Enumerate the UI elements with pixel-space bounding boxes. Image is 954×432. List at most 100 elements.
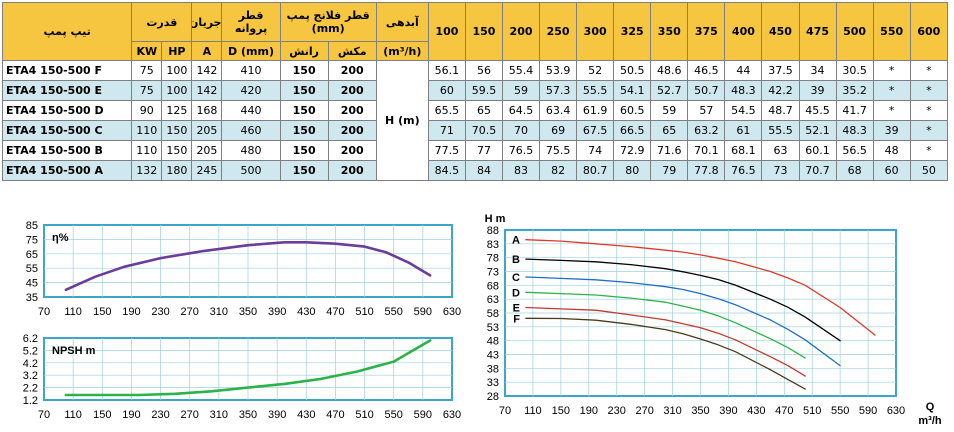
cell-d: 440 bbox=[221, 100, 281, 121]
table-row: ETA4 150-500 E 75 100 142 420 150 200 60 59.5 59 5… bbox=[1, 80, 949, 101]
cell-head: 54.5 bbox=[724, 100, 763, 121]
x-axis-label-unit: m³/h bbox=[918, 415, 942, 427]
header-flow-300: 300 bbox=[576, 2, 615, 61]
cell-hp: 150 bbox=[161, 140, 193, 161]
header-flow-600: 600 bbox=[909, 2, 949, 61]
cell-head: 48.3 bbox=[724, 80, 763, 101]
x-tick-label: 510 bbox=[803, 405, 821, 417]
cell-head: 45.5 bbox=[798, 100, 837, 121]
x-tick-label: 350 bbox=[239, 409, 257, 421]
x-tick-label: 470 bbox=[775, 405, 793, 417]
cell-head: 68.1 bbox=[724, 140, 763, 161]
x-tick-label: 270 bbox=[635, 405, 653, 417]
y-tick-label: 68 bbox=[487, 280, 499, 292]
header-discharge: رانش bbox=[279, 41, 329, 61]
x-tick-label: 230 bbox=[608, 405, 626, 417]
cell-head: 65 bbox=[464, 100, 504, 121]
x-tick-label: 150 bbox=[552, 405, 570, 417]
cell-head: 70 bbox=[501, 120, 541, 141]
cell-head: 60 bbox=[427, 80, 466, 101]
table-row: ETA4 150-500 D 90 125 168 440 150 200 65.5 65 64.… bbox=[1, 100, 949, 121]
x-tick-label: 70 bbox=[38, 409, 50, 421]
cell-head: 73 bbox=[761, 160, 800, 181]
cell-suction: 200 bbox=[327, 120, 377, 141]
x-tick-label: 350 bbox=[691, 405, 709, 417]
y-tick-label: 75 bbox=[26, 234, 38, 246]
x-tick-label: 590 bbox=[414, 409, 432, 421]
y-tick-label: 73 bbox=[487, 267, 499, 279]
cell-head: * bbox=[909, 60, 949, 81]
cell-head: 63.2 bbox=[687, 120, 726, 141]
cell-hp: 150 bbox=[161, 120, 193, 141]
cell-head: 52.7 bbox=[650, 80, 689, 101]
cell-head: 59.5 bbox=[464, 80, 504, 101]
cell-suction: 200 bbox=[327, 80, 377, 101]
cell-a: 245 bbox=[191, 160, 223, 181]
y-tick-label: 63 bbox=[487, 294, 499, 306]
cell-head: 80.7 bbox=[576, 160, 615, 181]
cell-d: 420 bbox=[221, 80, 281, 101]
header-flow-450: 450 bbox=[761, 2, 800, 61]
x-tick-label: 390 bbox=[268, 409, 286, 421]
x-tick-label: 70 bbox=[499, 405, 511, 417]
cell-head: 37.5 bbox=[761, 60, 800, 81]
cell-head: * bbox=[872, 80, 911, 101]
y-tick-label: 53 bbox=[487, 322, 499, 334]
series-line-B bbox=[525, 258, 841, 342]
series-line-D bbox=[525, 291, 806, 359]
x-tick-label: 430 bbox=[297, 306, 315, 318]
series-line-F bbox=[525, 317, 806, 390]
header-model: تیپ پمپ bbox=[1, 2, 133, 61]
cell-head: * bbox=[909, 100, 949, 121]
cell-d: 460 bbox=[221, 120, 281, 141]
table-row: ETA4 150-500 A 132 180 245 500 150 200 84.5 84 83… bbox=[1, 160, 949, 181]
y-tick-label: 5.2 bbox=[23, 345, 38, 357]
x-tick-label: 470 bbox=[326, 306, 344, 318]
header-flow-200: 200 bbox=[501, 2, 541, 61]
cell-head: 42.2 bbox=[761, 80, 800, 101]
x-tick-label: 110 bbox=[64, 409, 82, 421]
cell-head: 75.5 bbox=[539, 140, 578, 161]
y-tick-label: 33 bbox=[487, 377, 499, 389]
x-tick-label: 590 bbox=[414, 306, 432, 318]
series-line-efficiency bbox=[64, 241, 432, 292]
y-tick-label: 38 bbox=[487, 363, 499, 375]
x-tick-label: 550 bbox=[385, 409, 403, 421]
cell-head: 63.4 bbox=[539, 100, 578, 121]
cell-head: 56.1 bbox=[427, 60, 466, 81]
cell-head: 71.6 bbox=[650, 140, 689, 161]
x-tick-label: 110 bbox=[64, 306, 82, 318]
cell-head: 48.6 bbox=[650, 60, 689, 81]
chart-label-npsh: NPSH m bbox=[52, 345, 96, 357]
y-tick-label: 58 bbox=[487, 308, 499, 320]
cell-a: 205 bbox=[191, 120, 223, 141]
series-label-B: B bbox=[512, 254, 520, 266]
header-flange: قطر فلانج پمپ (mm) bbox=[279, 2, 377, 42]
cell-d: 410 bbox=[221, 60, 281, 81]
cell-head: 79 bbox=[650, 160, 689, 181]
cell-head: 59 bbox=[501, 80, 541, 101]
cell-model: ETA4 150-500 E bbox=[1, 80, 133, 101]
series-label-F: F bbox=[513, 313, 520, 325]
series-line-A bbox=[525, 239, 876, 336]
x-tick-label: 230 bbox=[151, 409, 169, 421]
header-flow-350: 350 bbox=[650, 2, 689, 61]
cell-model: ETA4 150-500 F bbox=[1, 60, 133, 81]
cell-head: 55.5 bbox=[761, 120, 800, 141]
cell-head: 44 bbox=[724, 60, 763, 81]
y-tick-label: 55 bbox=[26, 263, 38, 275]
cell-head: 76.5 bbox=[724, 160, 763, 181]
cell-head: 64.5 bbox=[501, 100, 541, 121]
series-label-A: A bbox=[512, 235, 520, 247]
x-tick-label: 630 bbox=[443, 306, 461, 318]
cell-head: 53.9 bbox=[539, 60, 578, 81]
cell-head: 48.3 bbox=[835, 120, 874, 141]
cell-hp: 180 bbox=[161, 160, 193, 181]
header-flow-250: 250 bbox=[539, 2, 578, 61]
series-line-C bbox=[525, 276, 841, 367]
y-axis-label: H m bbox=[485, 213, 506, 225]
cell-kw: 75 bbox=[131, 80, 163, 101]
x-tick-label: 230 bbox=[151, 306, 169, 318]
x-tick-label: 550 bbox=[385, 306, 403, 318]
